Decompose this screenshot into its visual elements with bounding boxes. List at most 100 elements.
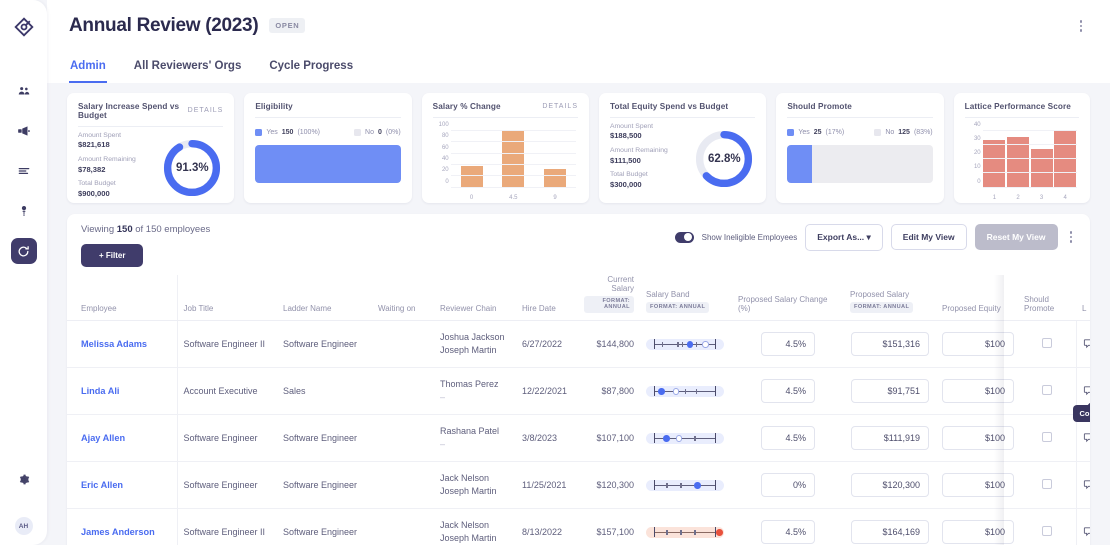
col-proposed-equity[interactable]: Proposed Equity xyxy=(936,274,1018,321)
sidebar-item-review-cycle[interactable] xyxy=(10,238,37,264)
proposed-salary-change-input[interactable]: 4.5% xyxy=(761,425,815,450)
y-axis-tick: 20 xyxy=(441,167,449,174)
y-axis-tick: 0 xyxy=(445,178,449,185)
salary-band-slider[interactable] xyxy=(646,524,724,540)
table-row[interactable]: Eric Allen Software Engineer Software Engi… xyxy=(67,461,1090,509)
table-scroll-region[interactable]: Employee Job Title Ladder Name Waiting o… xyxy=(67,274,1090,545)
band-max-cap xyxy=(714,480,717,491)
proposed-equity-input[interactable]: $100 xyxy=(942,378,1014,403)
card-title: Salary % Change xyxy=(432,101,501,111)
show-ineligible-employees-toggle[interactable] xyxy=(674,231,694,243)
tab-admin[interactable]: Admin xyxy=(69,60,107,83)
card-eligibility: Eligibility Yes 150 (100%) No 0 xyxy=(244,92,412,203)
col-hire-date[interactable]: Hire Date xyxy=(516,274,578,321)
col-proposed-salary-change[interactable]: Proposed Salary Change (%) xyxy=(732,274,844,321)
proposed-equity-input[interactable]: $100 xyxy=(942,472,1014,497)
table-row[interactable]: Linda Ali Account Executive Sales Thomas Pe… xyxy=(67,367,1090,423)
cell-reviewer-chain: Jack Nelson Joseph Martin xyxy=(434,508,516,545)
employee-link[interactable]: Eric Allen xyxy=(81,479,124,490)
viewing-prefix: Viewing xyxy=(81,223,115,235)
band-tick xyxy=(685,389,687,394)
col-current-salary[interactable]: Current Salary FORMAT: ANNUAL xyxy=(578,274,640,321)
col-employee[interactable]: Employee xyxy=(67,274,177,321)
stat-label: Total Budget xyxy=(609,171,648,179)
details-link[interactable]: DETAILS xyxy=(187,107,224,114)
table-row[interactable]: Ajay Allen Software Engineer Software Engi… xyxy=(67,414,1090,462)
comment-icon[interactable] xyxy=(1083,526,1090,537)
tab-all-reviewers-orgs[interactable]: All Reviewers' Orgs xyxy=(133,59,242,72)
proposed-equity-input[interactable]: $100 xyxy=(942,331,1014,356)
filter-button[interactable]: + Filter xyxy=(81,243,144,267)
sidebar-item-megaphone[interactable] xyxy=(11,118,37,144)
col-label: Current Salary xyxy=(607,274,634,293)
should-promote-checkbox[interactable] xyxy=(1041,337,1052,348)
avatar[interactable]: AH xyxy=(14,517,33,535)
employee-link[interactable]: Ajay Allen xyxy=(81,432,126,443)
gear-icon[interactable] xyxy=(11,466,37,492)
legend-item-yes: Yes 25 (17%) xyxy=(787,128,844,136)
content: Salary Increase Spend vs Budget DETAILS … xyxy=(47,83,1110,545)
header-more-options-button[interactable] xyxy=(1074,14,1089,38)
cell-proposed-salary-change: 4.5% xyxy=(732,414,844,462)
cell-proposed-salary: $120,300 xyxy=(844,461,936,509)
band-marker-proposed xyxy=(702,341,709,348)
edit-my-view-button[interactable]: Edit My View xyxy=(890,224,967,250)
employee-link[interactable]: James Anderson xyxy=(81,526,155,537)
should-promote-checkbox[interactable] xyxy=(1041,431,1052,442)
comment-icon[interactable] xyxy=(1083,385,1090,396)
proposed-salary-change-input[interactable]: 4.5% xyxy=(761,331,815,356)
sidebar-item-list[interactable] xyxy=(11,158,37,184)
salary-band-slider[interactable] xyxy=(646,430,724,446)
proposed-salary-change-input[interactable]: 4.5% xyxy=(761,519,815,544)
lattice-logo[interactable] xyxy=(11,14,37,40)
card-header: Salary % Change DETAILS xyxy=(432,101,578,118)
cell-row-actions xyxy=(1075,320,1090,368)
employee-link[interactable]: Linda Ali xyxy=(81,385,120,396)
should-promote-checkbox[interactable] xyxy=(1041,384,1052,395)
proposed-salary-change-input[interactable]: 4.5% xyxy=(761,378,815,403)
col-salary-band[interactable]: Salary Band FORMAT: ANNUAL xyxy=(640,274,732,321)
comment-icon[interactable] xyxy=(1083,338,1090,349)
col-proposed-salary[interactable]: Proposed Salary FORMAT: ANNUAL xyxy=(844,274,936,321)
proposed-salary-input[interactable]: $151,316 xyxy=(851,331,929,356)
details-link[interactable]: DETAILS xyxy=(542,102,578,110)
table-row[interactable]: Melissa Adams Software Engineer II Softwar… xyxy=(67,320,1090,368)
export-as-button[interactable]: Export As... ▾ xyxy=(805,223,883,251)
proposed-equity-input[interactable]: $100 xyxy=(942,519,1014,544)
salary-band-slider[interactable] xyxy=(646,477,724,493)
stat-label: Amount Spent xyxy=(78,131,122,139)
stat-amount-spent: Amount Spent $821,618 xyxy=(78,132,157,151)
proposed-salary-input[interactable]: $164,169 xyxy=(851,519,929,544)
should-promote-checkbox[interactable] xyxy=(1041,478,1052,489)
proposed-salary-change-input[interactable]: 0% xyxy=(761,472,815,497)
card-total-equity-spend: Total Equity Spend vs Budget Amount Spen… xyxy=(598,92,767,203)
cell-employee: James Anderson xyxy=(67,508,177,545)
should-promote-checkbox[interactable] xyxy=(1041,525,1052,536)
salary-band-slider[interactable] xyxy=(646,336,724,352)
salary-band-slider[interactable] xyxy=(646,383,724,399)
main-area: Annual Review (2023) OPEN Admin All Revi… xyxy=(47,0,1110,545)
col-waiting-on[interactable]: Waiting on xyxy=(372,274,434,321)
employee-link[interactable]: Melissa Adams xyxy=(81,338,148,349)
card-title: Lattice Performance Score xyxy=(964,101,1071,111)
proposed-salary-input[interactable]: $91,751 xyxy=(851,378,929,403)
col-job-title[interactable]: Job Title xyxy=(176,274,277,321)
col-ladder-name[interactable]: Ladder Name xyxy=(277,274,372,321)
proposed-equity-input[interactable]: $100 xyxy=(942,425,1014,450)
table-more-options-button[interactable] xyxy=(1066,227,1077,247)
proposed-salary-input[interactable]: $120,300 xyxy=(851,472,929,497)
card-title: Total Equity Spend vs Budget xyxy=(609,101,729,111)
comment-icon[interactable] xyxy=(1083,432,1090,443)
cell-ladder-name: Software Engineer xyxy=(277,320,372,368)
sidebar-item-lightbulb[interactable] xyxy=(11,198,37,224)
comment-icon[interactable] xyxy=(1083,479,1090,490)
reset-my-view-button[interactable]: Reset My View xyxy=(974,224,1058,250)
cell-proposed-equity: $100 xyxy=(936,367,1018,415)
table-row[interactable]: James Anderson Software Engineer II Softwa… xyxy=(67,508,1090,545)
proposed-salary-input[interactable]: $111,919 xyxy=(851,425,929,450)
sidebar-item-people[interactable] xyxy=(11,78,37,104)
col-should-promote[interactable]: Should Promote xyxy=(1018,274,1076,321)
tab-cycle-progress[interactable]: Cycle Progress xyxy=(269,59,354,72)
col-last[interactable]: L xyxy=(1076,274,1090,321)
col-reviewer-chain[interactable]: Reviewer Chain xyxy=(434,274,516,321)
